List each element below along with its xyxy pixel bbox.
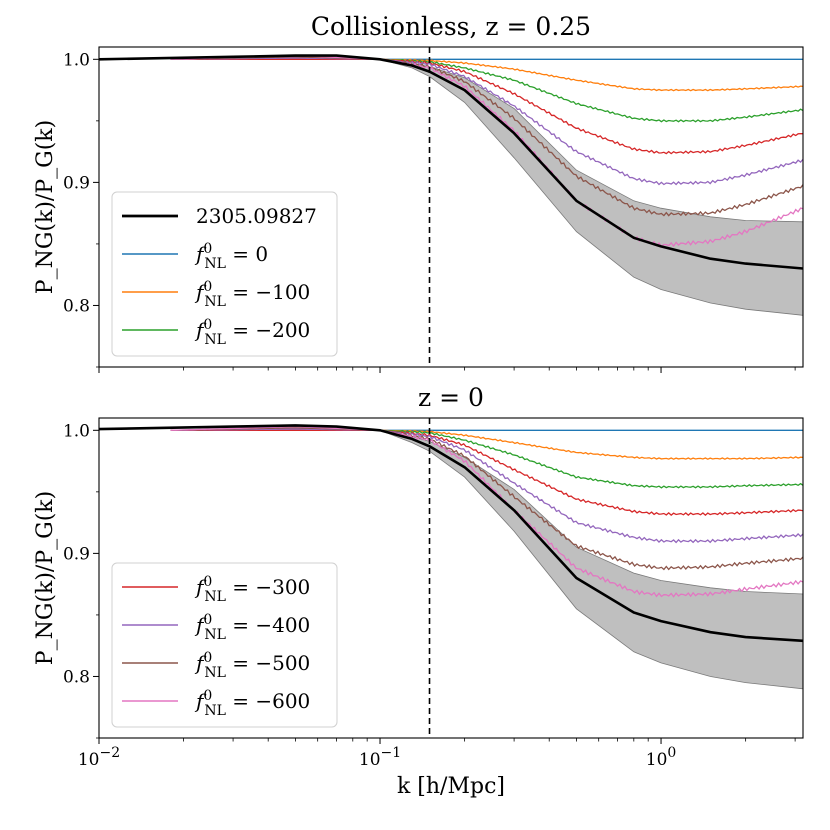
y-tick-label: 0.9 [63,544,90,564]
y-tick-label: 0.8 [63,667,90,687]
legend-label: f0 NL = 0 [194,241,268,272]
bottom-panel: 0.8 0.9 1.0 10−2 10−1 100 k [h/Mpc] P_NG(k)/P_G… [33,383,804,799]
series-line [170,429,803,516]
y-tick-label: 1.0 [63,50,90,70]
legend-label: f0 NL = −400 [194,612,310,643]
series-line [170,427,803,571]
panel-title: Collisionless, z = 0.25 [311,12,591,41]
top-panel: 0.8 0.9 1.0 P_NG(k)/P_G(k) Collisionless, z … [33,12,804,373]
x-tick-label: 10−2 [78,745,120,770]
y-axis-label: P_NG(k)/P_G(k) [33,120,58,294]
legend: 2305.09827 f0 NL = 0 f0 NL = −100 f0 NL = −200 [111,191,338,357]
axes-frame [98,417,804,739]
x-tick-label: 100 [646,745,677,770]
legend-box [111,562,338,728]
series-line [170,58,803,155]
x-axis-label: k [h/Mpc] [397,774,505,799]
legend-label: f0 NL = −200 [194,317,310,348]
legend-label: f0 NL = −300 [194,574,310,605]
legend-label: f0 NL = −500 [194,650,310,681]
legend: f0 NL = −300 f0 NL = −400 f0 NL = −500 f0 NL = … [111,562,338,728]
series-line [170,429,803,460]
reference-line [99,424,803,643]
x-tick-label: 10−1 [359,745,401,770]
y-axis-label: P_NG(k)/P_G(k) [33,491,58,665]
plot-area [99,424,803,690]
reference-line [99,54,803,270]
panel-title: z = 0 [418,383,484,412]
legend-label: 2305.09827 [196,204,317,228]
legend-box [111,191,338,357]
axes-frame [98,46,804,368]
y-tick-label: 0.9 [63,173,90,193]
plot-area [99,54,803,316]
series-line [170,57,803,186]
series-line [170,425,803,598]
y-tick-label: 1.0 [63,421,90,441]
legend-label: f0 NL = −600 [194,688,310,719]
series-line [170,58,803,92]
series-line [170,428,803,544]
legend-label: f0 NL = −100 [194,279,310,310]
y-tick-label: 0.8 [63,296,90,316]
